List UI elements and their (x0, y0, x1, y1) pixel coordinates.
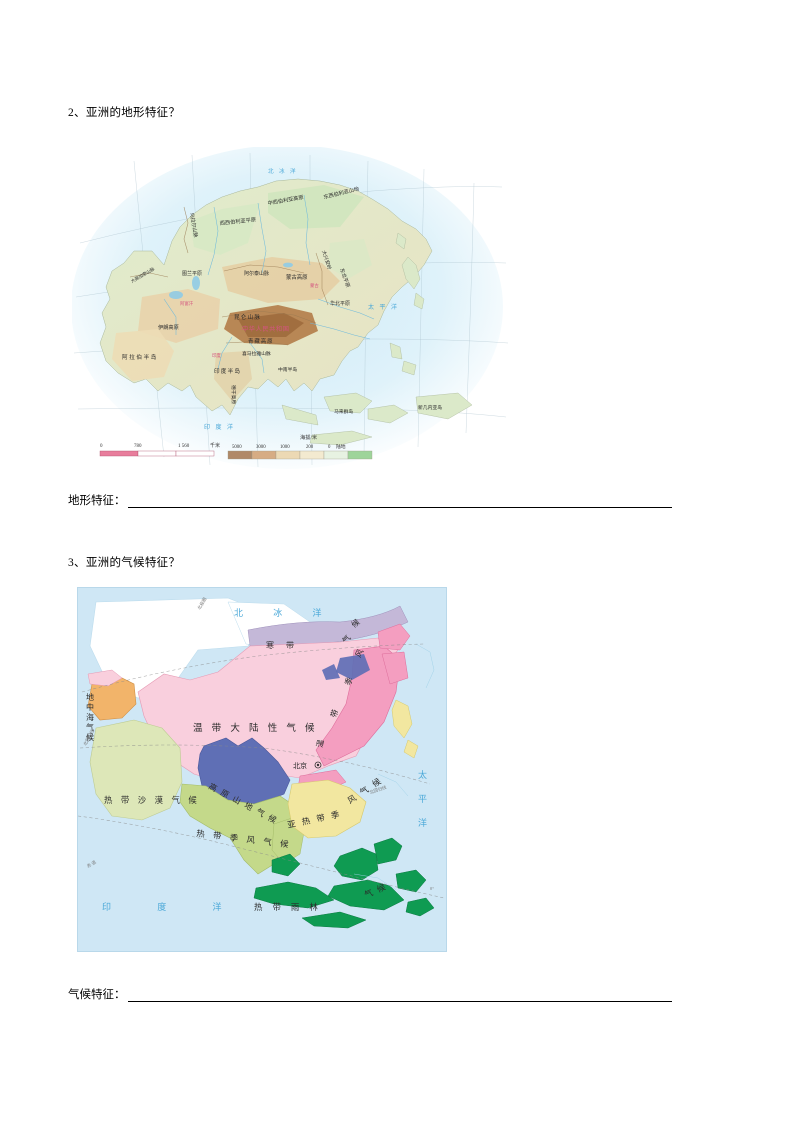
svg-text:海拔/米: 海拔/米 (300, 433, 318, 441)
map-label: 乌拉尔山脉 (188, 212, 199, 238)
answer-blank-climate[interactable] (127, 989, 672, 1002)
map-label: 马来群岛 (334, 408, 353, 415)
map-scale-bar: 0 780 1 560 千米 (99, 442, 220, 457)
climate-zone-label: 寒 带 (266, 640, 299, 650)
map-elevation-legend: 海拔/米 5000 3000 1000 200 0 陆地 (227, 433, 373, 460)
map-label: 图兰平原 (182, 270, 202, 277)
svg-text:千米: 千米 (210, 442, 220, 449)
asia-climate-map-image: 北京 温 带 大 陆 性 气 候 寒 带 热 带 沙 漠 气 候 热 带 季 风… (78, 588, 446, 951)
map-label: 新几内亚岛 (418, 404, 442, 411)
svg-text:780: 780 (134, 444, 142, 449)
svg-text:0: 0 (100, 444, 103, 449)
map-country-label: 蒙古 (310, 282, 319, 289)
answer-label-climate: 气候特征： (68, 989, 126, 1001)
map-label: 阿拉伯半岛 (122, 353, 158, 361)
answer-row-terrain: 地形特征： (68, 494, 672, 508)
map-label: 印度半岛 (214, 367, 241, 375)
ocean-label: 印 度 洋 (204, 423, 235, 431)
climate-zone-label: 季 (342, 676, 354, 687)
climate-zone-label: 温 (315, 739, 325, 749)
map-label: 华北平原 (330, 300, 350, 307)
answer-row-climate: 气候特征： (68, 988, 672, 1002)
svg-text:200: 200 (306, 445, 314, 450)
map-label: 中南半岛 (278, 366, 297, 373)
svg-text:5000: 5000 (232, 445, 242, 450)
map-label: 昆仑山脉 (234, 313, 261, 321)
svg-text:1 560: 1 560 (178, 444, 190, 449)
map-label: 喜马拉雅山脉 (242, 350, 271, 357)
svg-text:3000: 3000 (256, 445, 266, 450)
question-3-heading: 3、亚洲的气候特征？ (68, 557, 181, 569)
ocean-label: 印 度 洋 (102, 901, 244, 912)
map-label: 德干高原 (230, 385, 237, 404)
ocean-label: 太 平 洋 (368, 303, 399, 311)
map-country-label: 印度 (212, 352, 221, 359)
map-label: 西西伯利亚平原 (219, 215, 256, 227)
map-label: 阿尔泰山脉 (244, 270, 269, 277)
map-label: 蒙古高原 (286, 273, 308, 281)
climate-zone-label: 热 带 沙 漠 气 候 (104, 795, 200, 805)
map-label: 伊朗高原 (158, 323, 179, 331)
climate-zone-label: 热 带 雨 林 (254, 902, 322, 912)
svg-text:陆地: 陆地 (336, 443, 346, 450)
ocean-label: 北 冰 洋 (234, 607, 336, 618)
map-label: 青藏高原 (248, 337, 274, 345)
climate-zone-label: 温 带 大 陆 性 气 候 (193, 722, 318, 734)
asia-physical-map-image: 西西伯利亚平原 中西伯利亚高原 东西伯利亚山地 乌拉尔山脉 图兰平原 阿尔泰山脉… (72, 147, 510, 477)
asia-climate-map-figure: 北京 温 带 大 陆 性 气 候 寒 带 热 带 沙 漠 气 候 热 带 季 风… (77, 587, 447, 952)
city-label-beijing: 北京 (293, 761, 307, 770)
climate-zone-label: 风 (354, 648, 366, 659)
answer-blank-terrain[interactable] (127, 495, 672, 508)
asia-physical-map-figure: 西西伯利亚平原 中西伯利亚高原 东西伯利亚山地 乌拉尔山脉 图兰平原 阿尔泰山脉… (72, 147, 510, 477)
latitude-label: 0° (430, 886, 434, 891)
city-marker-beijing: 北京 (293, 761, 322, 770)
climate-zone-label: 地 中 海 气 候 (86, 692, 95, 742)
map-country-label: 中华人民共和国 (242, 325, 290, 333)
question-2-heading: 2、亚洲的地形特征？ (68, 107, 181, 119)
latitude-label: 赤 道 (85, 858, 98, 869)
ocean-label: 北 冰 洋 (268, 167, 298, 175)
climate-zone-label: 候 (350, 618, 362, 630)
answer-label-terrain: 地形特征： (68, 495, 126, 507)
svg-text:1000: 1000 (280, 445, 290, 450)
climate-zone-label: 带 (329, 708, 340, 718)
svg-text:0: 0 (328, 445, 331, 450)
ocean-label: 太 平 洋 (418, 769, 429, 828)
map-country-label: 阿富汗 (180, 300, 194, 307)
